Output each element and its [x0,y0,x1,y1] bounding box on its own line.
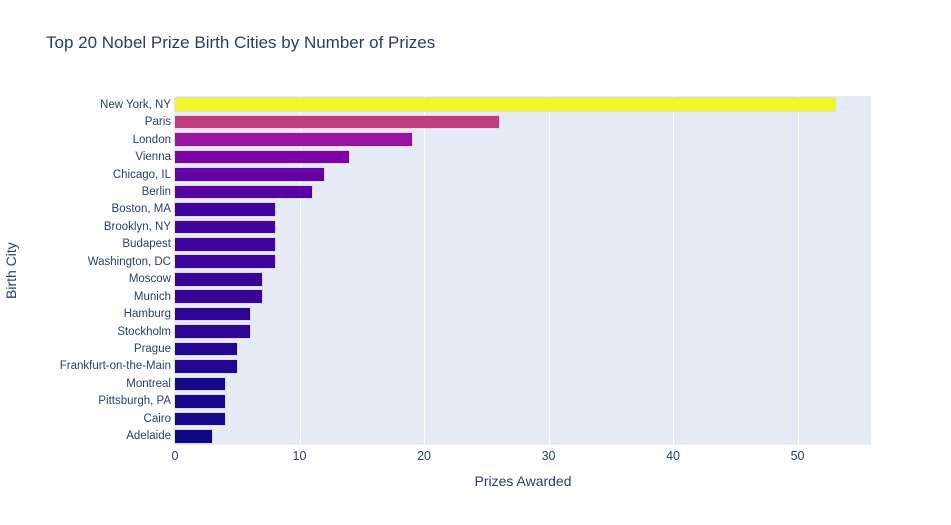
bar-new-york-ny[interactable] [175,98,835,112]
y-tick-labels: New York, NY Paris London Vienna Chicago, IL… [0,96,171,445]
x-tick-label: 40 [666,449,680,463]
bar-washington-dc[interactable] [175,255,275,269]
y-tick-label: Prague [133,343,171,356]
y-tick-label: Vienna [135,151,171,164]
y-tick-label: Pittsburgh, PA [98,395,171,408]
bar-munich[interactable] [175,290,263,303]
bar-pittsburgh-pa[interactable] [175,395,225,408]
x-tick-label: 10 [292,449,307,463]
x-axis-title: Prizes Awarded [474,473,572,489]
y-tick-label: Berlin [141,185,171,198]
y-tick-label: Brooklyn, NY [103,220,171,233]
bar-cairo[interactable] [175,412,225,426]
bar-boston-ma[interactable] [175,203,275,216]
x-tick-label: 20 [417,449,431,463]
y-tick-label: Washington, DC [87,255,171,268]
y-tick-label: Stockholm [117,325,171,338]
gridline-40 [673,96,675,445]
bar-montreal[interactable] [175,377,225,391]
bar-budapest[interactable] [175,238,275,251]
gridline-10 [299,96,301,445]
bar-london[interactable] [175,133,412,146]
bar-stockholm[interactable] [175,325,250,338]
bar-frankfurt-on-the-main[interactable] [175,360,238,373]
y-tick-label: Moscow [128,273,171,286]
y-tick-label: Budapest [122,238,171,251]
y-tick-label: New York, NY [100,98,171,111]
y-tick-label: Munich [133,290,171,303]
y-tick-label: Cairo [143,412,171,425]
y-tick-label: Hamburg [123,308,171,321]
y-tick-label: Boston, MA [111,203,171,216]
chart-title: Top 20 Nobel Prize Birth Cities by Numbe… [46,33,436,52]
y-tick-label: Chicago, IL [112,168,171,181]
x-tick-label: 0 [171,449,179,463]
bar-vienna[interactable] [175,150,350,164]
bar-berlin[interactable] [175,185,312,199]
bar-adelaide[interactable] [175,429,213,443]
y-tick-label: London [132,133,171,146]
bar-brooklyn-ny[interactable] [175,220,275,234]
bar-prague[interactable] [175,342,238,356]
gridline-30 [548,96,550,445]
bar-hamburg[interactable] [175,307,250,321]
y-tick-label: Frankfurt-on-the-Main [59,360,171,373]
gridline-20 [424,96,426,445]
x-tick-labels: 0 10 20 30 40 50 [0,449,951,465]
y-tick-label: Adelaide [126,430,171,443]
x-tick-label: 30 [541,449,556,463]
bar-paris[interactable] [175,115,499,129]
plot-area [175,96,871,445]
y-tick-label: Montreal [126,377,171,390]
y-tick-label: Paris [144,116,171,129]
x-tick-label: 50 [790,449,805,463]
bar-moscow[interactable] [175,272,263,286]
bar-chicago-il[interactable] [175,168,325,181]
gridline-50 [797,96,799,445]
